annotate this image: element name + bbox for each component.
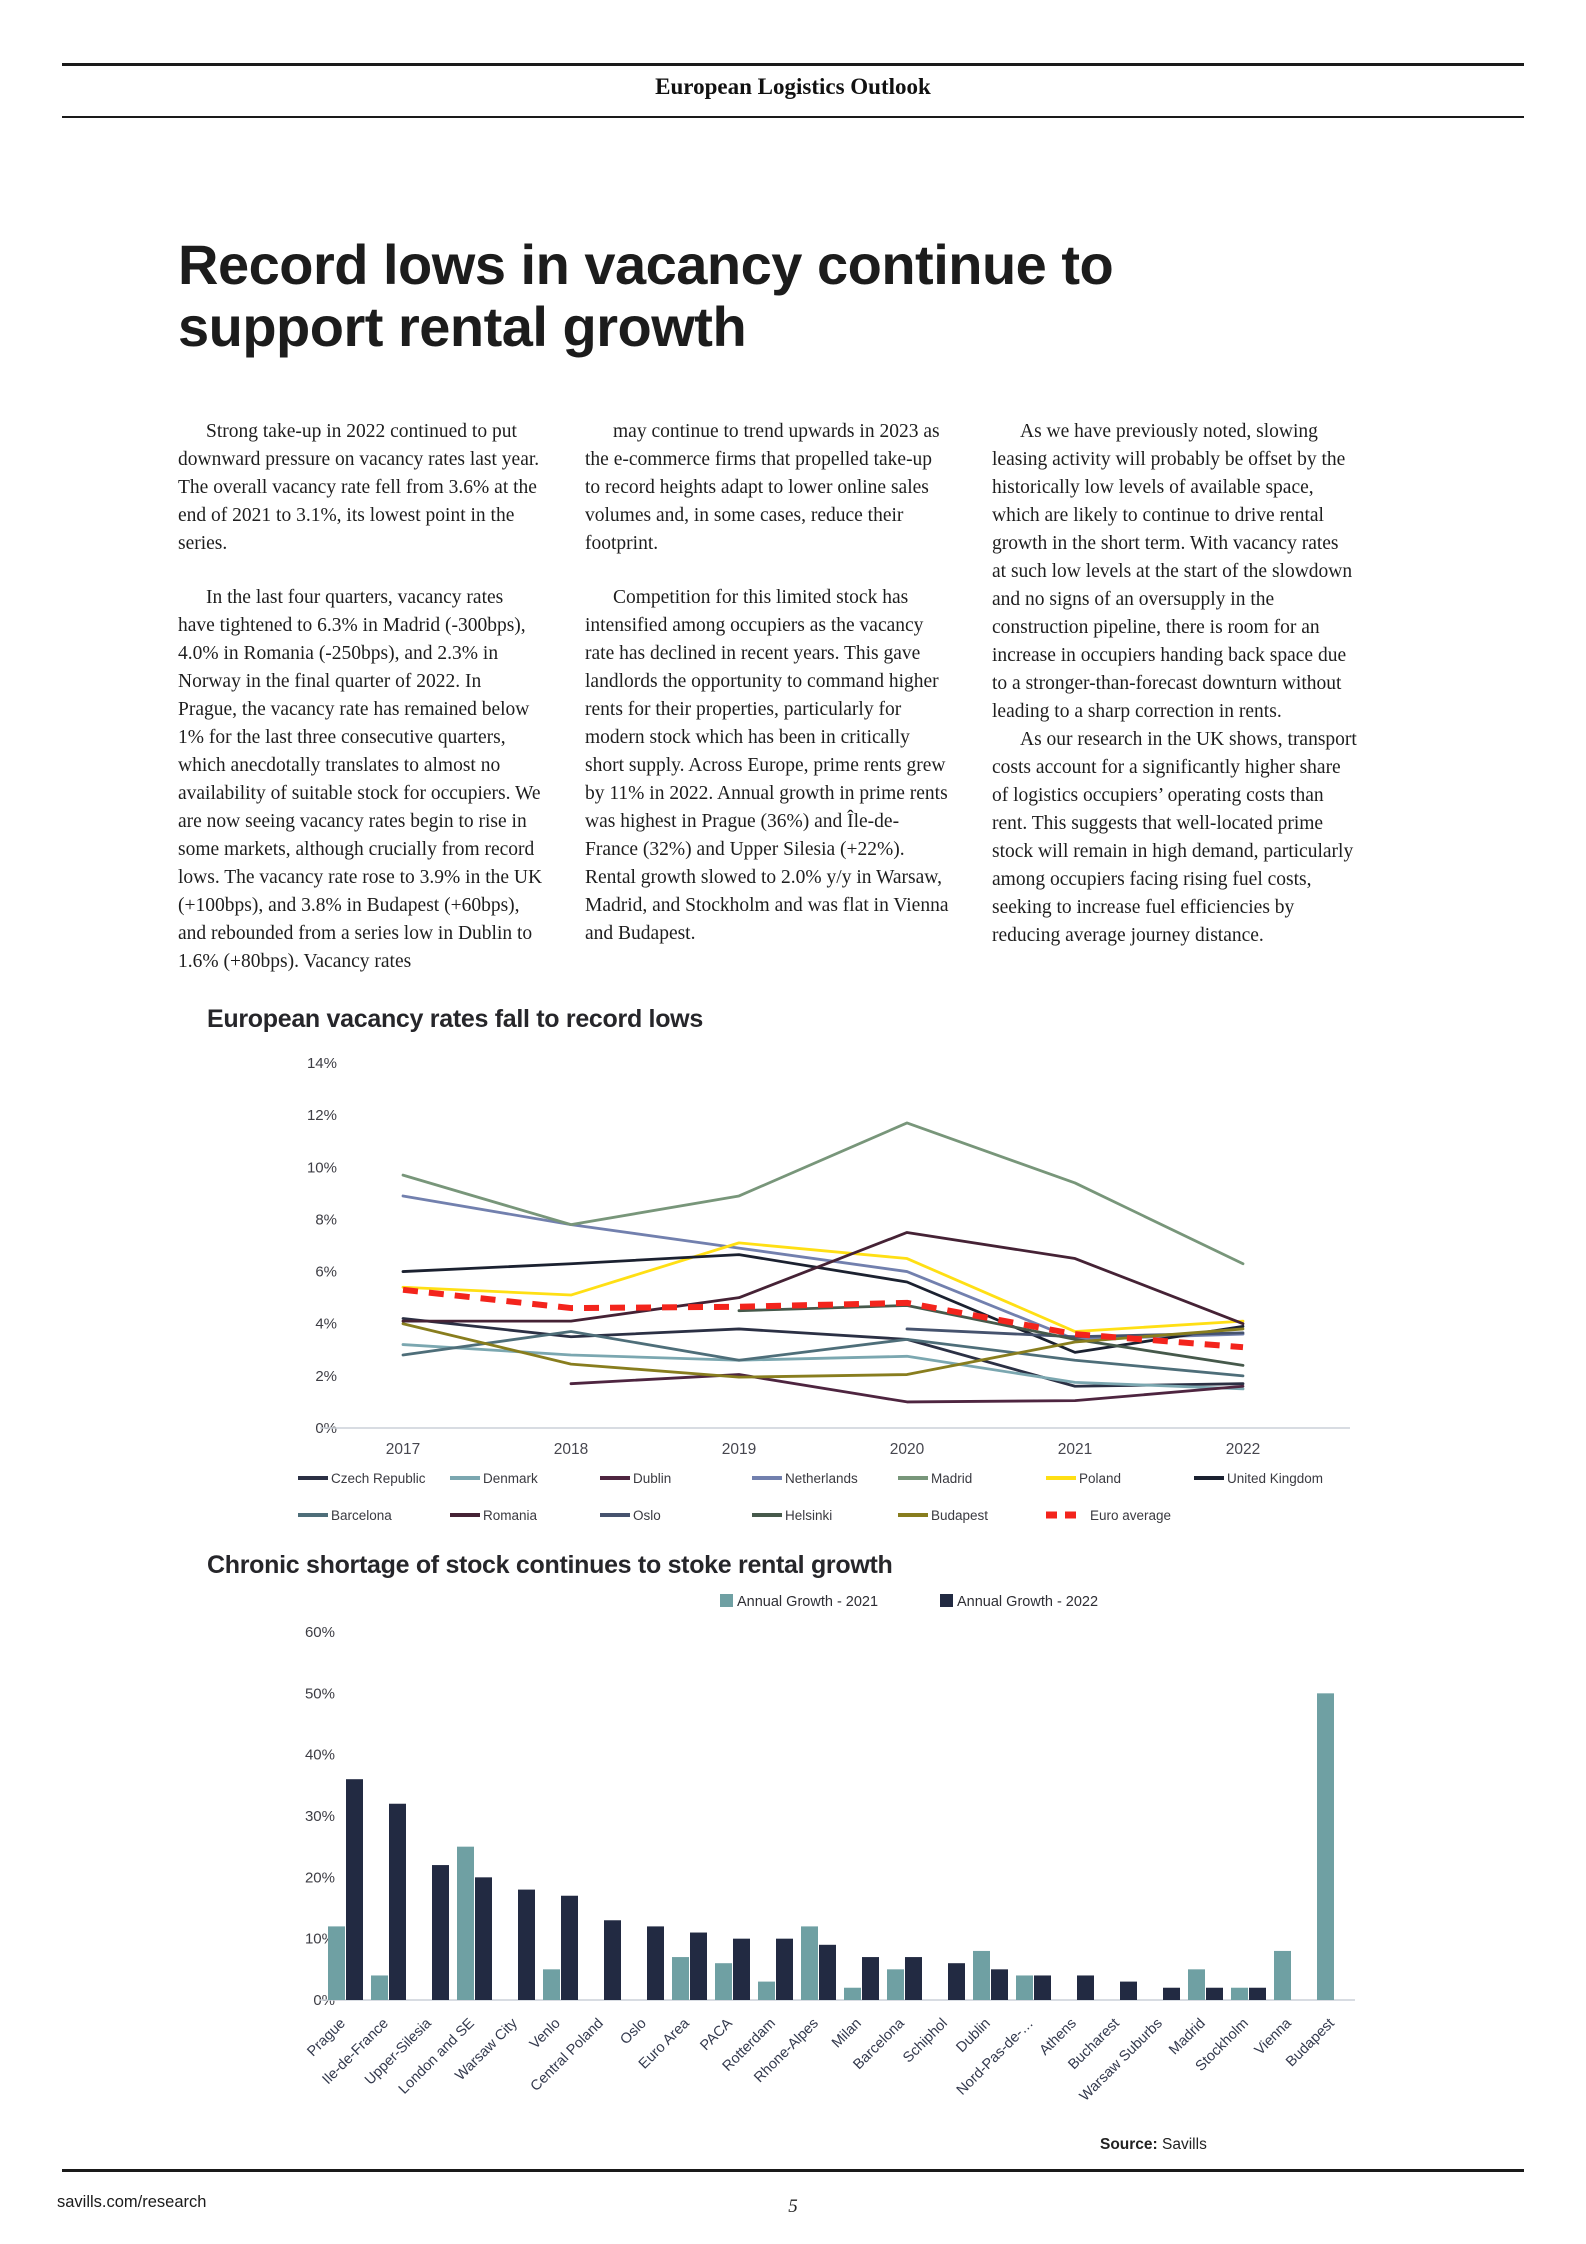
footer-website: savills.com/research bbox=[57, 2193, 207, 2211]
source-value: Savills bbox=[1157, 2136, 1207, 2153]
svg-text:Venlo: Venlo bbox=[527, 2016, 564, 2053]
svg-text:Milan: Milan bbox=[829, 2016, 865, 2052]
paragraph: may continue to trend upwards in 2023 as… bbox=[585, 421, 940, 554]
footer-rule bbox=[62, 2169, 1524, 2172]
svg-text:8%: 8% bbox=[315, 1211, 337, 1228]
paragraph: In the last four quarters, vacancy rates… bbox=[178, 587, 543, 972]
svg-text:Dublin: Dublin bbox=[633, 1471, 671, 1486]
vacancy-line-chart: 14% 12% 10% 8% 6% 4% 2% 0% 2017 2018 2019 2020 2021 2… bbox=[280, 1040, 1370, 1540]
rental-growth-chart-title: Chronic shortage of stock continues to s… bbox=[207, 1551, 893, 1579]
svg-text:Annual Growth - 2021: Annual Growth - 2021 bbox=[737, 1594, 878, 1610]
paragraph: Strong take-up in 2022 continued to put … bbox=[178, 421, 540, 554]
bar-chart-svg: Annual Growth - 2021 Annual Growth - 2022… bbox=[304, 1594, 1355, 2105]
svg-text:Annual Growth - 2022: Annual Growth - 2022 bbox=[957, 1594, 1098, 1610]
svg-text:Schiphol: Schiphol bbox=[900, 2016, 951, 2067]
svg-text:10%: 10% bbox=[307, 1159, 337, 1176]
rental-growth-bar-chart: Annual Growth - 2021 Annual Growth - 2022… bbox=[280, 1560, 1410, 2140]
svg-text:Madrid: Madrid bbox=[931, 1471, 972, 1486]
svg-text:Budapest: Budapest bbox=[931, 1508, 988, 1523]
svg-text:Poland: Poland bbox=[1079, 1471, 1121, 1486]
svg-text:2018: 2018 bbox=[554, 1441, 588, 1458]
svg-text:20%: 20% bbox=[305, 1869, 335, 1886]
svg-text:Nord-Pas-de-…: Nord-Pas-de-… bbox=[954, 2016, 1037, 2099]
article-column-1: Strong take-up in 2022 continued to put … bbox=[178, 418, 543, 976]
article-body: Strong take-up in 2022 continued to put … bbox=[178, 418, 1358, 976]
svg-text:40%: 40% bbox=[305, 1747, 335, 1764]
source-label: Source: bbox=[1100, 2136, 1158, 2153]
svg-text:10%: 10% bbox=[305, 1931, 335, 1948]
svg-text:Oslo: Oslo bbox=[633, 1508, 661, 1523]
svg-text:12%: 12% bbox=[307, 1107, 337, 1124]
header-rule-bottom bbox=[62, 116, 1524, 118]
svg-text:2017: 2017 bbox=[386, 1441, 420, 1458]
source-note: Source: Savills bbox=[1100, 2136, 1207, 2154]
page-title: Record lows in vacancy continue to suppo… bbox=[178, 232, 1114, 359]
svg-text:Dublin: Dublin bbox=[953, 2016, 993, 2056]
svg-text:2019: 2019 bbox=[722, 1441, 756, 1458]
svg-text:50%: 50% bbox=[305, 1685, 335, 1702]
svg-text:30%: 30% bbox=[305, 1808, 335, 1825]
svg-text:4%: 4% bbox=[315, 1316, 337, 1333]
svg-text:14%: 14% bbox=[307, 1055, 337, 1072]
svg-text:Oslo: Oslo bbox=[617, 2016, 649, 2048]
svg-text:Romania: Romania bbox=[483, 1508, 538, 1523]
line-chart-svg: 14%12%10%8%6%4%2%0%2017 2018 2019 2020 2021 2… bbox=[298, 1055, 1350, 1523]
svg-text:PACA: PACA bbox=[697, 2015, 736, 2054]
svg-text:Athens: Athens bbox=[1037, 2016, 1080, 2059]
svg-text:Madrid: Madrid bbox=[1166, 2016, 1209, 2059]
article-column-3: As we have previously noted, slowing lea… bbox=[992, 418, 1357, 976]
svg-text:2021: 2021 bbox=[1058, 1441, 1092, 1458]
publication-title: European Logistics Outlook bbox=[655, 74, 931, 99]
svg-text:Netherlands: Netherlands bbox=[785, 1471, 858, 1486]
svg-text:Helsinki: Helsinki bbox=[785, 1508, 832, 1523]
svg-text:6%: 6% bbox=[315, 1264, 337, 1281]
paragraph: As we have previously noted, slowing lea… bbox=[992, 421, 1353, 722]
svg-text:Euro average: Euro average bbox=[1090, 1508, 1171, 1523]
vacancy-chart-title: European vacancy rates fall to record lo… bbox=[207, 1005, 703, 1033]
svg-text:London and SE: London and SE bbox=[396, 2015, 478, 2097]
svg-text:Barcelona: Barcelona bbox=[331, 1508, 392, 1523]
paragraph: As our research in the UK shows, transpo… bbox=[992, 729, 1357, 946]
header-rule-top bbox=[62, 63, 1524, 66]
svg-text:2022: 2022 bbox=[1226, 1441, 1260, 1458]
svg-text:Czech Republic: Czech Republic bbox=[331, 1471, 426, 1486]
svg-text:Denmark: Denmark bbox=[483, 1471, 538, 1486]
page-number: 5 bbox=[788, 2196, 798, 2217]
svg-text:2020: 2020 bbox=[890, 1441, 925, 1458]
svg-text:60%: 60% bbox=[305, 1624, 335, 1641]
svg-text:2%: 2% bbox=[315, 1368, 337, 1385]
svg-text:United Kingdom: United Kingdom bbox=[1227, 1471, 1323, 1486]
article-column-2: may continue to trend upwards in 2023 as… bbox=[585, 418, 950, 976]
svg-text:Warsaw Suburbs: Warsaw Suburbs bbox=[1077, 2016, 1166, 2105]
paragraph: Competition for this limited stock has i… bbox=[585, 587, 949, 944]
